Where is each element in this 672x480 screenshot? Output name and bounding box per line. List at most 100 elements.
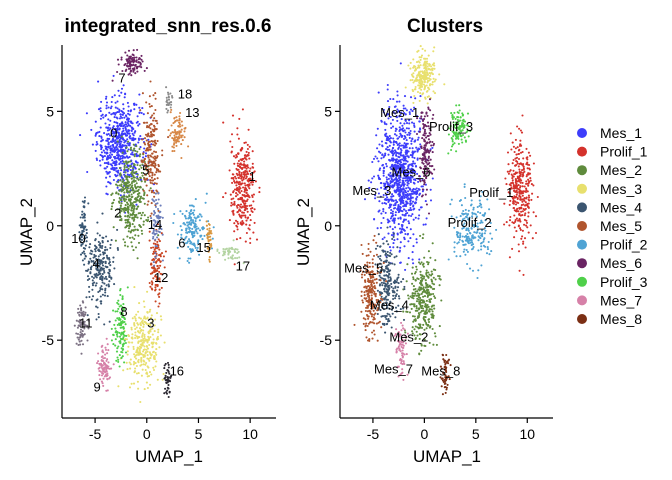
cell-point bbox=[99, 126, 102, 129]
cell-point bbox=[237, 198, 240, 201]
cell-point bbox=[111, 130, 114, 133]
cell-point bbox=[398, 249, 401, 252]
cell-point bbox=[157, 192, 160, 195]
cell-point bbox=[145, 381, 148, 384]
cell-point bbox=[411, 78, 414, 82]
cell-point bbox=[181, 124, 184, 127]
cell-point bbox=[137, 323, 140, 326]
cell-point bbox=[414, 201, 417, 204]
cell-point bbox=[116, 58, 120, 61]
cell-point bbox=[107, 367, 110, 370]
cell-point bbox=[521, 235, 524, 238]
cell-point bbox=[123, 191, 126, 194]
cell-point bbox=[145, 184, 148, 187]
cell-point bbox=[181, 134, 184, 137]
cell-point bbox=[206, 228, 209, 231]
cell-point bbox=[167, 109, 170, 112]
cell-point bbox=[151, 128, 154, 131]
cell-point bbox=[104, 97, 108, 100]
cell-point bbox=[90, 252, 93, 256]
cell-point bbox=[149, 308, 152, 311]
cell-point bbox=[393, 151, 396, 155]
cell-point bbox=[515, 230, 518, 233]
cell-point bbox=[155, 198, 158, 202]
cell-point bbox=[229, 256, 232, 259]
cell-point bbox=[131, 162, 134, 165]
cell-point bbox=[129, 110, 132, 113]
cell-point bbox=[90, 128, 93, 131]
cell-point bbox=[161, 378, 164, 381]
cell-point bbox=[142, 325, 145, 328]
cell-point bbox=[513, 226, 516, 229]
cell-point bbox=[429, 325, 432, 328]
cell-point bbox=[389, 217, 392, 220]
cell-point bbox=[424, 74, 428, 77]
cell-point bbox=[420, 75, 423, 78]
cell-point bbox=[431, 310, 434, 313]
cell-point bbox=[119, 215, 122, 218]
cell-point bbox=[529, 177, 532, 180]
cell-point bbox=[399, 152, 402, 155]
cell-point bbox=[400, 189, 403, 192]
cell-point bbox=[524, 190, 528, 194]
cell-point bbox=[92, 276, 95, 280]
cell-point bbox=[105, 278, 108, 281]
cell-point bbox=[121, 196, 124, 199]
cell-point bbox=[153, 248, 156, 251]
cell-point bbox=[142, 156, 145, 159]
cell-point bbox=[413, 124, 416, 127]
cell-point bbox=[208, 260, 211, 263]
cell-point bbox=[405, 200, 408, 203]
cell-point bbox=[151, 333, 154, 336]
cell-point bbox=[429, 83, 432, 86]
cell-point bbox=[192, 213, 195, 216]
cell-point bbox=[511, 179, 514, 182]
cell-point bbox=[144, 180, 147, 183]
cell-point bbox=[430, 270, 433, 273]
cell-point bbox=[378, 177, 381, 181]
cell-point bbox=[401, 198, 404, 201]
cell-point bbox=[140, 171, 143, 174]
cell-point bbox=[398, 129, 401, 133]
cell-point bbox=[400, 135, 403, 139]
cell-point bbox=[83, 252, 86, 255]
cell-point bbox=[525, 221, 529, 224]
cell-point bbox=[116, 125, 119, 128]
cell-point bbox=[222, 247, 225, 251]
cell-point bbox=[242, 171, 245, 174]
cell-point bbox=[517, 165, 520, 168]
cell-point bbox=[102, 377, 105, 380]
cell-point bbox=[427, 275, 430, 279]
cell-point bbox=[389, 225, 392, 228]
cell-point bbox=[159, 253, 162, 256]
cell-point bbox=[120, 56, 123, 59]
cell-point bbox=[166, 101, 169, 104]
cell-point bbox=[110, 113, 113, 116]
cell-point bbox=[235, 181, 238, 184]
cell-point bbox=[399, 186, 402, 189]
cell-point bbox=[97, 80, 100, 83]
cell-point bbox=[167, 387, 170, 390]
cell-point bbox=[119, 326, 122, 329]
cell-point bbox=[118, 322, 121, 325]
cell-point bbox=[156, 337, 159, 340]
cell-point bbox=[138, 316, 141, 319]
cell-point bbox=[172, 122, 175, 125]
cell-point bbox=[423, 256, 426, 259]
cell-point bbox=[238, 163, 242, 166]
cell-point bbox=[245, 158, 248, 161]
cell-point bbox=[172, 143, 176, 146]
cell-point bbox=[154, 162, 157, 165]
cell-point bbox=[248, 157, 251, 160]
cell-point bbox=[236, 168, 239, 172]
cell-point bbox=[157, 328, 160, 331]
cell-point bbox=[105, 235, 108, 238]
cell-point bbox=[507, 172, 510, 175]
cell-point bbox=[131, 341, 134, 344]
cell-point bbox=[232, 239, 235, 242]
cell-point bbox=[528, 167, 531, 170]
cell-point bbox=[161, 259, 164, 262]
cell-point bbox=[424, 286, 427, 289]
cell-point bbox=[75, 332, 78, 335]
cell-point bbox=[104, 348, 108, 351]
